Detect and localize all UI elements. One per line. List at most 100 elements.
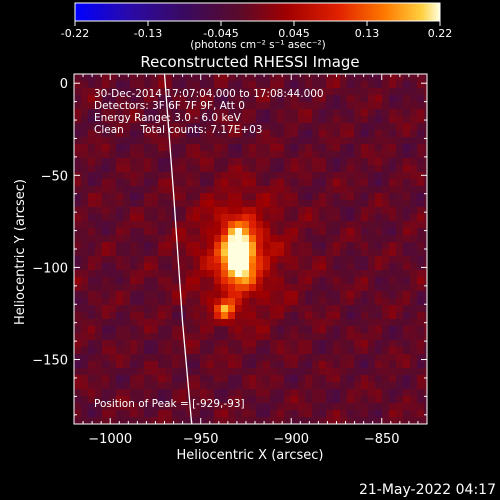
heatmap-cell [256, 151, 264, 159]
heatmap-cell [109, 235, 117, 243]
heatmap-cell [382, 410, 390, 418]
heatmap-cell [221, 403, 229, 411]
heatmap-cell [424, 88, 427, 96]
chart-title: Reconstructed RHESSI Image [140, 53, 359, 71]
heatmap-cell [354, 326, 362, 334]
heatmap-cell [340, 81, 348, 89]
heatmap-cell [137, 172, 145, 180]
heatmap-cell [319, 158, 327, 166]
heatmap-cell [256, 305, 264, 313]
heatmap-cell [298, 291, 306, 299]
heatmap-cell [74, 81, 82, 89]
heatmap-cell [270, 221, 278, 229]
heatmap-cell [361, 354, 369, 362]
heatmap-cell [179, 291, 187, 299]
heatmap-cell [221, 109, 229, 117]
heatmap-cell [277, 235, 285, 243]
heatmap-cell [88, 221, 96, 229]
heatmap-cell [151, 228, 159, 236]
heatmap-cell [193, 242, 201, 250]
heatmap-cell [340, 368, 348, 376]
heatmap-cell [123, 144, 131, 152]
heatmap-cell [305, 319, 313, 327]
heatmap-cell [221, 200, 229, 208]
heatmap-cell [235, 368, 243, 376]
heatmap-cell [305, 88, 313, 96]
heatmap-cell [389, 312, 397, 320]
heatmap-cell [389, 144, 397, 152]
heatmap-cell [368, 417, 376, 424]
heatmap-cell [102, 375, 110, 383]
heatmap-cell [221, 361, 229, 369]
heatmap-cell [326, 158, 334, 166]
heatmap-cell [263, 81, 271, 89]
heatmap-cell [95, 347, 103, 355]
heatmap-cell [242, 200, 250, 208]
heatmap-cell [361, 312, 369, 320]
heatmap-cell [81, 333, 89, 341]
heatmap-cell [354, 109, 362, 117]
heatmap-cell [319, 228, 327, 236]
heatmap-cell [214, 361, 222, 369]
heatmap-cell [88, 368, 96, 376]
heatmap-cell [291, 298, 299, 306]
heatmap-cell [193, 116, 201, 124]
heatmap-cell [389, 186, 397, 194]
heatmap-cell [249, 375, 257, 383]
heatmap-cell [214, 235, 222, 243]
heatmap-cell [298, 200, 306, 208]
heatmap-cell [144, 144, 152, 152]
heatmap-cell [172, 81, 180, 89]
heatmap-cell [109, 193, 117, 201]
heatmap-cell [95, 242, 103, 250]
heatmap-cell [95, 172, 103, 180]
heatmap-cell [347, 186, 355, 194]
heatmap-cell [333, 109, 341, 117]
heatmap-cell [193, 347, 201, 355]
heatmap-cell [221, 347, 229, 355]
heatmap-cell [361, 137, 369, 145]
heatmap-cell [130, 298, 138, 306]
heatmap-cell [410, 319, 418, 327]
heatmap-cell [207, 165, 215, 173]
heatmap-cell [200, 179, 208, 187]
heatmap-cell [361, 284, 369, 292]
heatmap-cell [361, 242, 369, 250]
heatmap-cell [102, 158, 110, 166]
heatmap-cell [319, 382, 327, 390]
heatmap-cell [88, 179, 96, 187]
heatmap-cell [382, 256, 390, 264]
heatmap-cell [137, 242, 145, 250]
heatmap-cell [263, 179, 271, 187]
heatmap-cell [109, 347, 117, 355]
heatmap-cell [151, 172, 159, 180]
heatmap-cell [158, 137, 166, 145]
heatmap-cell [403, 158, 411, 166]
heatmap-cell [228, 410, 236, 418]
heatmap-cell [81, 256, 89, 264]
heatmap-cell [228, 396, 236, 404]
heatmap-cell [74, 249, 82, 257]
heatmap-cell [200, 382, 208, 390]
heatmap-cell [354, 389, 362, 397]
heatmap-cell [361, 256, 369, 264]
heatmap-cell [228, 221, 236, 229]
heatmap-cell [375, 81, 383, 89]
heatmap-cell [221, 186, 229, 194]
heatmap-cell [298, 123, 306, 131]
heatmap-cell [235, 158, 243, 166]
heatmap-cell [354, 200, 362, 208]
heatmap-cell [186, 256, 194, 264]
heatmap-cell [270, 172, 278, 180]
heatmap-cell [144, 158, 152, 166]
heatmap-cell [340, 354, 348, 362]
heatmap-cell [214, 144, 222, 152]
heatmap-cell [382, 354, 390, 362]
heatmap-cell [151, 403, 159, 411]
heatmap-cell [340, 221, 348, 229]
heatmap-cell [235, 74, 243, 82]
heatmap-cell [256, 410, 264, 418]
heatmap-cell [354, 284, 362, 292]
heatmap-cell [81, 277, 89, 285]
heatmap-cell [277, 81, 285, 89]
